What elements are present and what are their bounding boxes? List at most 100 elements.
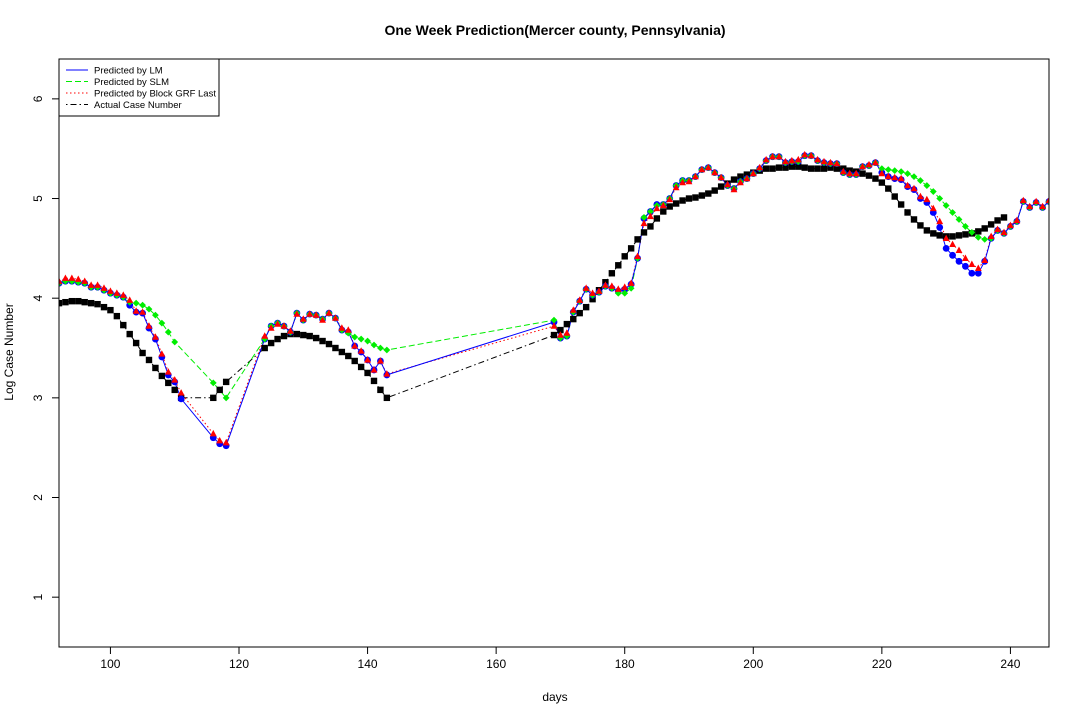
data-point-s3-p92 bbox=[865, 172, 873, 179]
data-point-s3-p24 bbox=[267, 339, 275, 347]
data-point-s2-p85 bbox=[820, 157, 828, 165]
data-point-s2-p65 bbox=[692, 172, 699, 180]
data-point-s1-p96 bbox=[904, 170, 911, 178]
data-point-s3-p93 bbox=[872, 175, 879, 182]
data-point-s2-p94 bbox=[878, 169, 886, 177]
data-point-s2-p19 bbox=[177, 389, 185, 396]
data-point-s3-p14 bbox=[145, 356, 153, 364]
data-point-s2-p54 bbox=[621, 283, 629, 290]
data-point-s2-p40 bbox=[370, 366, 378, 373]
data-point-s2-p51 bbox=[602, 281, 609, 288]
data-point-s2-p57 bbox=[640, 219, 648, 227]
data-point-s2-p96 bbox=[891, 173, 899, 181]
y-axis-label: Log Case Number bbox=[2, 303, 16, 400]
chart-title: One Week Prediction(Mercer county, Penns… bbox=[384, 22, 725, 38]
data-point-s3-p11 bbox=[126, 330, 133, 338]
data-point-s3-p32 bbox=[319, 337, 326, 345]
data-point-s2-p78 bbox=[775, 152, 783, 160]
data-point-s0-p109 bbox=[974, 269, 982, 277]
data-point-s3-p6 bbox=[94, 300, 101, 308]
data-point-s1-p40 bbox=[383, 346, 391, 354]
data-point-s2-p42 bbox=[383, 370, 391, 377]
data-point-s3-p39 bbox=[364, 369, 371, 377]
data-point-s2-p12 bbox=[132, 307, 140, 314]
data-point-s2-p48 bbox=[582, 284, 590, 291]
data-point-s2-p6 bbox=[94, 281, 101, 288]
data-point-s2-p100 bbox=[917, 192, 924, 200]
series-markers-3 bbox=[59, 163, 1008, 402]
data-point-s2-p76 bbox=[762, 155, 770, 163]
data-point-s1-p39 bbox=[377, 344, 384, 352]
data-point-s3-p58 bbox=[647, 223, 654, 230]
data-point-s2-p113 bbox=[1000, 228, 1008, 236]
data-point-s2-p106 bbox=[955, 246, 963, 254]
data-point-s2-p115 bbox=[1013, 216, 1021, 224]
data-point-s2-p75 bbox=[756, 163, 764, 171]
data-point-s3-p35 bbox=[338, 348, 346, 356]
data-point-s2-p2 bbox=[68, 274, 76, 281]
data-point-s1-p108 bbox=[981, 235, 989, 243]
data-point-s2-p68 bbox=[711, 168, 719, 176]
data-point-s2-p71 bbox=[730, 185, 738, 193]
x-tick-label-7: 240 bbox=[1000, 657, 1020, 671]
data-point-s1-p94 bbox=[891, 167, 899, 175]
data-point-s3-p112 bbox=[994, 217, 1001, 224]
x-tick-label-5: 200 bbox=[743, 657, 763, 671]
data-point-s3-p69 bbox=[717, 183, 725, 190]
data-point-s1-p99 bbox=[923, 182, 931, 189]
data-point-s1-p35 bbox=[351, 333, 359, 341]
data-point-s2-p107 bbox=[962, 254, 969, 261]
data-point-s3-p81 bbox=[795, 163, 802, 170]
data-point-s1-p104 bbox=[955, 216, 963, 223]
data-point-s2-p5 bbox=[87, 281, 95, 288]
data-point-s3-p0 bbox=[59, 299, 63, 307]
data-point-s2-p109 bbox=[974, 264, 982, 271]
y-tick-label-4: 5 bbox=[31, 195, 45, 202]
data-point-s3-p29 bbox=[300, 331, 307, 339]
data-point-s2-p59 bbox=[653, 204, 661, 212]
data-point-s3-p95 bbox=[885, 185, 892, 192]
data-point-s3-p21 bbox=[216, 386, 223, 394]
data-point-s2-p79 bbox=[782, 157, 789, 165]
data-point-s2-p3 bbox=[74, 275, 82, 282]
data-point-s2-p52 bbox=[608, 282, 616, 289]
data-point-s3-p85 bbox=[820, 165, 828, 172]
data-point-s2-p101 bbox=[923, 195, 931, 203]
data-point-s1-p98 bbox=[917, 177, 924, 184]
data-point-s1-p13 bbox=[139, 301, 146, 309]
data-point-s3-p15 bbox=[152, 364, 159, 372]
data-point-s3-p37 bbox=[351, 357, 358, 365]
data-point-s3-p23 bbox=[261, 344, 268, 352]
data-point-s0-p104 bbox=[942, 244, 950, 252]
data-point-s3-p41 bbox=[377, 386, 384, 394]
data-point-s3-p30 bbox=[306, 332, 313, 340]
data-point-s2-p4 bbox=[81, 277, 89, 284]
data-point-s2-p111 bbox=[987, 232, 995, 240]
data-point-s1-p3 bbox=[74, 278, 82, 286]
data-point-s2-p61 bbox=[666, 195, 674, 203]
data-point-s3-p13 bbox=[139, 349, 146, 357]
data-point-s2-p45 bbox=[563, 329, 571, 336]
data-point-s2-p15 bbox=[152, 333, 159, 340]
data-point-s3-p28 bbox=[293, 330, 301, 338]
data-point-s3-p59 bbox=[653, 215, 661, 222]
data-point-s3-p79 bbox=[782, 164, 789, 171]
data-point-s3-p94 bbox=[878, 179, 886, 186]
data-point-s2-p22 bbox=[222, 438, 230, 446]
data-point-s3-p42 bbox=[383, 394, 391, 402]
data-point-s3-p60 bbox=[660, 208, 667, 215]
data-point-s2-p36 bbox=[344, 326, 352, 333]
data-point-s3-p113 bbox=[1000, 214, 1008, 221]
data-point-s1-p97 bbox=[910, 173, 918, 180]
data-point-s3-p86 bbox=[827, 164, 834, 171]
data-point-s3-p110 bbox=[981, 225, 988, 232]
data-point-s2-p24 bbox=[267, 324, 275, 331]
data-point-s2-p28 bbox=[293, 310, 301, 317]
data-point-s2-p88 bbox=[839, 167, 847, 175]
x-tick-label-4: 180 bbox=[615, 657, 635, 671]
data-point-s2-p67 bbox=[704, 163, 712, 171]
data-point-s3-p49 bbox=[589, 295, 596, 303]
data-point-s2-p10 bbox=[119, 291, 127, 298]
data-point-s1-p56 bbox=[647, 208, 654, 215]
